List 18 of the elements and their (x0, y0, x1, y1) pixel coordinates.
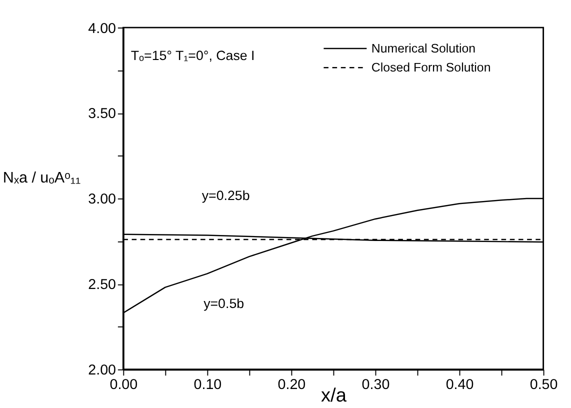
annotation: y=0.5b (204, 296, 244, 311)
legend-label: Numerical Solution (371, 41, 476, 56)
y-tick-label: 4.00 (88, 20, 116, 37)
y-tick-label: 2.00 (88, 362, 116, 379)
y-tick-label: 3.50 (88, 106, 116, 122)
x-tick-label: 0.30 (362, 376, 390, 393)
y-tick-label: 2.50 (88, 277, 116, 294)
x-axis-title: x/a (320, 385, 347, 406)
y-axis-title: Nₓa / uₒAᵒ₁₁ (2, 170, 81, 187)
x-tick-label: 0.20 (278, 376, 306, 393)
x-tick-label: 0.00 (110, 376, 138, 393)
annotation: Tₒ=15° T₁=0°, Case I (130, 48, 255, 63)
x-tick-label: 0.40 (446, 376, 474, 393)
legend-label: Closed Form Solution (371, 60, 491, 74)
y-tick-label: 3.00 (88, 192, 116, 208)
x-tick-label: 0.10 (194, 376, 222, 393)
annotation: y=0.25b (202, 188, 250, 203)
x-tick-label: 0.50 (530, 376, 558, 393)
